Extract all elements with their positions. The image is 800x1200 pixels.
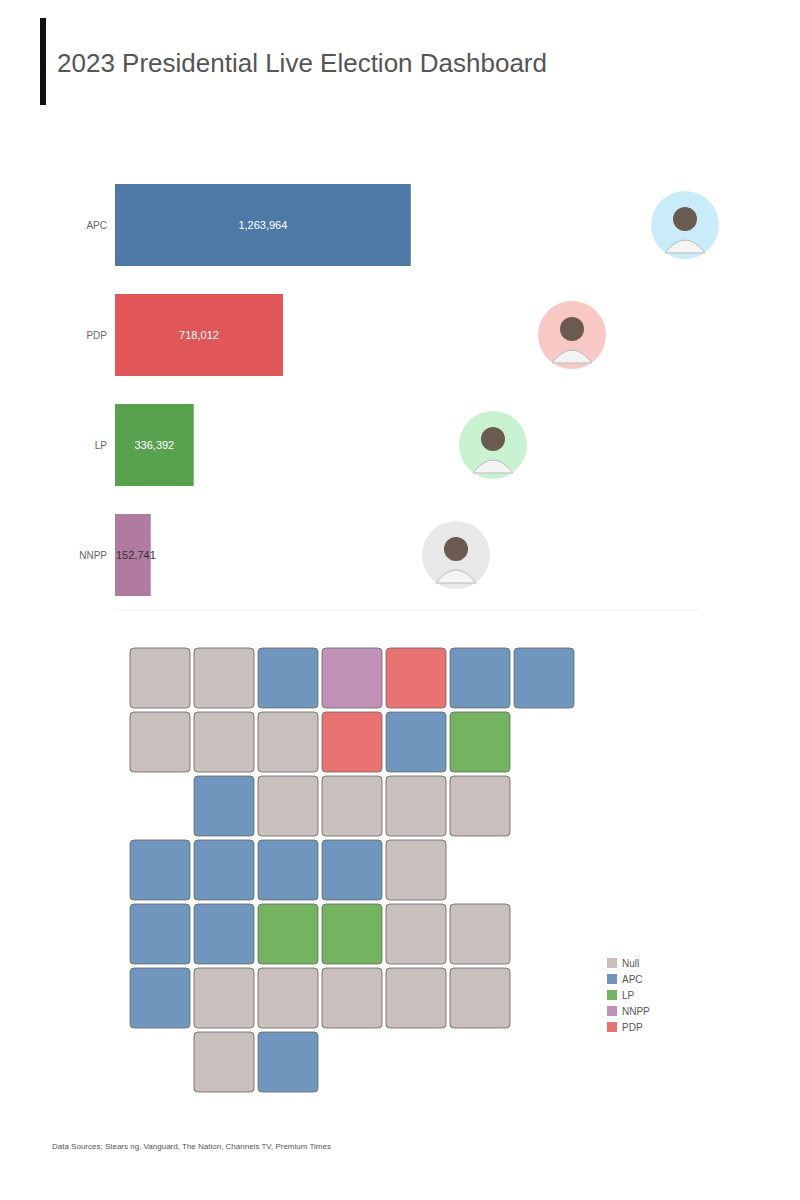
- svg-text:PDP: PDP: [86, 330, 107, 341]
- html-text:2023 Presidential Live Electio: 2023 Presidential Live Election Dashboar…: [57, 48, 547, 78]
- svg-text:LP: LP: [622, 990, 635, 1001]
- svg-text:NNPP: NNPP: [79, 550, 107, 561]
- svg-text:NNPP: NNPP: [622, 1006, 650, 1017]
- svg-text:LP: LP: [95, 440, 108, 451]
- svg-text:1,263,964: 1,263,964: [238, 219, 287, 231]
- svg-text:152,741: 152,741: [116, 549, 156, 561]
- svg-text:PDP: PDP: [622, 1022, 643, 1033]
- svg-text:APC: APC: [86, 220, 107, 231]
- svg-text:336,392: 336,392: [134, 439, 174, 451]
- svg-text:718,012: 718,012: [179, 329, 219, 341]
- svg-text:Null: Null: [622, 958, 639, 969]
- html-text:Data Sources; Stears ng, Vangu: Data Sources; Stears ng, Vanguard, The N…: [52, 1142, 331, 1151]
- svg-text:APC: APC: [622, 974, 643, 985]
